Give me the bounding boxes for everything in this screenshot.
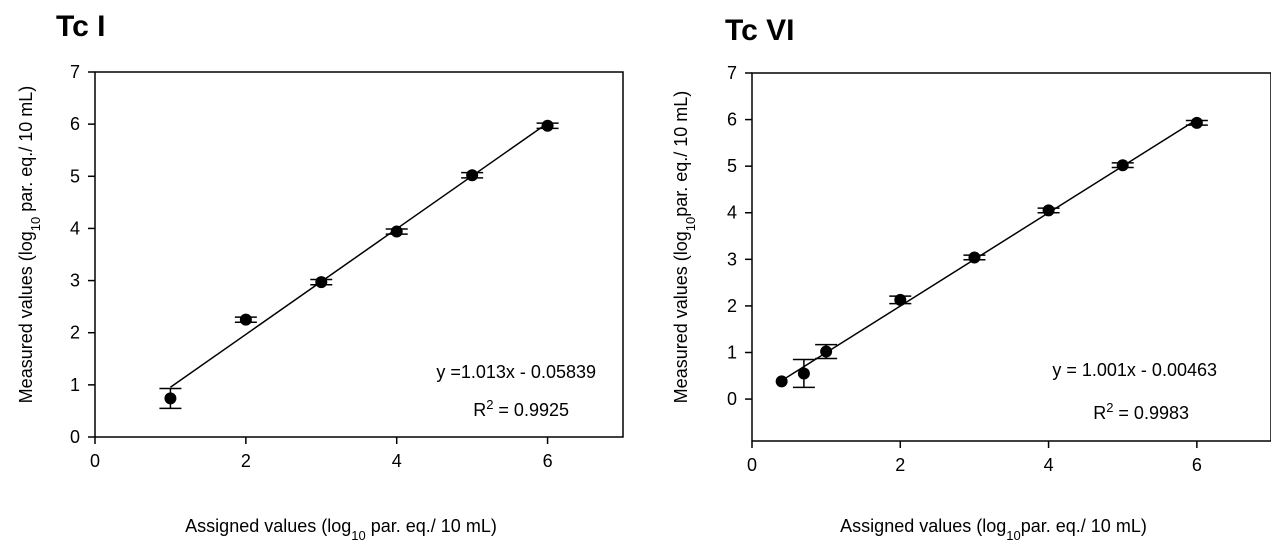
data-point [968, 251, 981, 264]
y-tick-label: 7 [70, 62, 80, 82]
regression-line [169, 122, 549, 388]
data-point [390, 225, 403, 238]
data-point [775, 375, 788, 388]
y-axis-label: Measured values (log10par. eq./ 10 mL) [671, 91, 698, 404]
y-tick-label: 2 [727, 296, 737, 316]
y-tick-label: 4 [70, 218, 80, 238]
x-tick-label: 6 [543, 451, 553, 471]
y-tick-label: 6 [727, 110, 737, 130]
y-tick-label: 3 [70, 271, 80, 291]
y-tick-label: 0 [70, 427, 80, 447]
x-tick-label: 4 [392, 451, 402, 471]
data-point [239, 313, 252, 326]
data-point [315, 276, 328, 289]
x-tick-label: 0 [90, 451, 100, 471]
regression-equation: y = 1.001x - 0.00463 [1052, 360, 1217, 380]
x-tick-label: 4 [1044, 455, 1054, 475]
chart-tc-vi: Tc VI 0 2 4 6 0 1 2 3 4 5 6 7 Assigned values (log10p… [671, 14, 1271, 543]
r-squared: R2 = 0.9925 [473, 397, 569, 421]
y-tick-label: 1 [727, 342, 737, 362]
y-axis-label: Measured values (log10 par. eq./ 10 mL) [16, 86, 43, 404]
y-tick-label: 7 [727, 63, 737, 83]
y-tick-label: 5 [727, 156, 737, 176]
data-point [797, 367, 810, 380]
y-tick-label: 2 [70, 323, 80, 343]
data-point [164, 392, 177, 405]
x-axis-label: Assigned values (log10par. eq./ 10 mL) [840, 516, 1147, 543]
chart-panel-tc-vi: Tc VI 0 2 4 6 0 1 2 3 4 5 6 7 Assigned values (log10p… [640, 0, 1271, 543]
y-tick-label: 0 [727, 389, 737, 409]
x-tick-label: 2 [241, 451, 251, 471]
data-point [466, 169, 479, 182]
regression-equation: y =1.013x - 0.05839 [436, 362, 596, 382]
x-tick-label: 2 [895, 455, 905, 475]
data-point [820, 345, 833, 358]
r-squared: R2 = 0.9983 [1093, 400, 1189, 424]
y-tick-label: 5 [70, 166, 80, 186]
y-tick-label: 6 [70, 114, 80, 134]
y-tick-label: 1 [70, 375, 80, 395]
y-tick-label: 4 [727, 203, 737, 223]
data-point [894, 293, 907, 306]
chart-panel-tc-i: Tc I 0 2 4 6 0 1 2 3 4 5 6 7 Assigned values (log10 p… [16, 10, 624, 543]
data-point [1190, 116, 1203, 129]
regression-line [781, 118, 1198, 382]
data-point [1042, 204, 1055, 217]
chart-title: Tc I [56, 10, 105, 43]
plot-frame [751, 72, 1271, 442]
x-tick-label: 6 [1192, 455, 1202, 475]
plot-frame [94, 71, 624, 438]
chart-tc-i: Tc I 0 2 4 6 0 1 2 3 4 5 6 7 Assigned values (log10 p… [16, 10, 624, 543]
chart-title: Tc VI [725, 14, 794, 47]
data-point [541, 119, 554, 132]
data-point [1116, 159, 1129, 172]
x-axis-label: Assigned values (log10 par. eq./ 10 mL) [185, 516, 497, 543]
y-tick-label: 3 [727, 249, 737, 269]
x-tick-label: 0 [747, 455, 757, 475]
